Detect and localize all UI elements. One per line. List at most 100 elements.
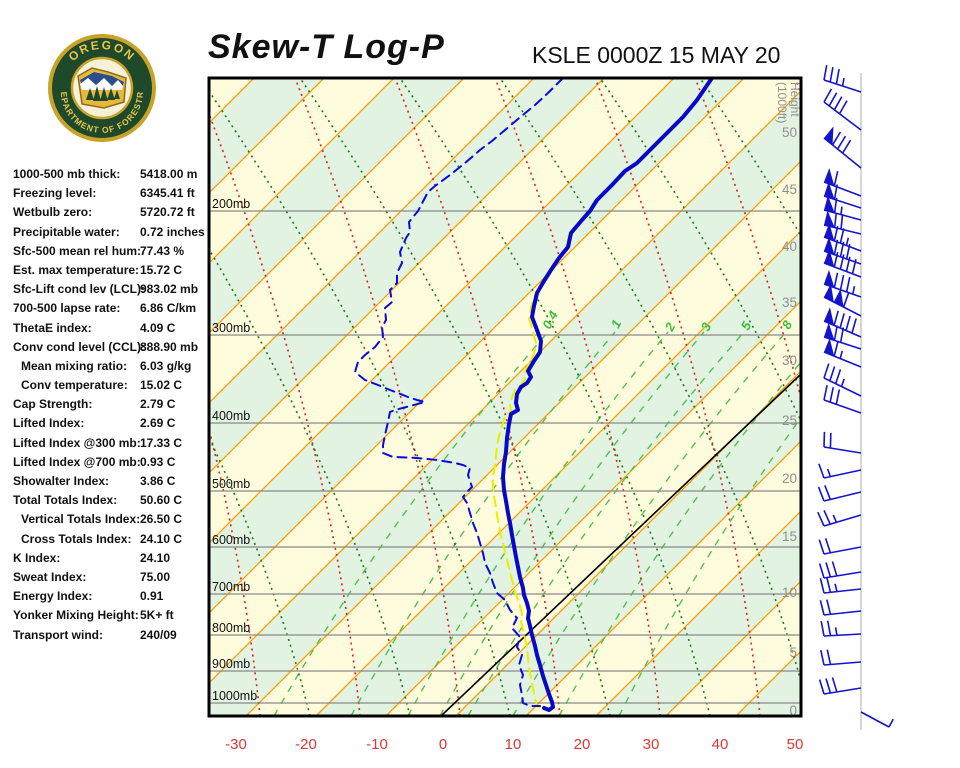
stat-label: K Index: xyxy=(13,550,61,565)
height-label: 10 xyxy=(782,585,797,600)
chart-frame xyxy=(207,76,803,718)
wind-barb xyxy=(823,64,862,93)
stat-label: Total Totals Index: xyxy=(13,493,118,508)
isotherm-lines xyxy=(209,78,801,716)
wind-barb-column xyxy=(817,64,894,730)
stat-label: Sfc-500 mean rel hum: xyxy=(13,243,142,258)
wind-barb xyxy=(818,677,862,695)
wind-barb xyxy=(817,510,862,527)
stat-row: ThetaE index: 4.09 C xyxy=(13,319,209,338)
wind-barb xyxy=(819,577,862,594)
stat-label: Lifted Index @300 mb: xyxy=(13,435,141,450)
stat-value: 26.50 C xyxy=(140,512,183,527)
stat-value: 2.79 C xyxy=(140,397,176,412)
stat-value: 50.60 C xyxy=(140,493,183,508)
stat-row: Showalter Index: 3.86 C xyxy=(13,472,209,491)
wind-barb xyxy=(860,711,894,728)
wind-barb xyxy=(823,338,862,368)
stat-value: 77.43 % xyxy=(140,243,185,258)
stat-value: 15.72 C xyxy=(140,262,183,277)
stat-label: Mean mixing ratio: xyxy=(21,358,128,373)
wind-barb xyxy=(823,431,862,454)
x-axis-labels: -30 -20 -10 0 10 20 30 40 50 xyxy=(225,736,803,753)
pressure-label: 1000mb xyxy=(212,689,257,703)
pressure-label: 800mb xyxy=(212,621,250,635)
temperature-trace xyxy=(501,78,714,712)
stat-value: 3.86 C xyxy=(140,474,176,488)
stat-value: 0.93 C xyxy=(140,454,176,469)
stat-row: Freezing level: 6345.41 ft xyxy=(13,184,209,203)
stat-row: Lifted Index: 2.69 C xyxy=(13,414,209,433)
stat-row: Mean mixing ratio: 6.03 g/kg xyxy=(13,357,209,376)
stat-row: Energy Index: 0.91 xyxy=(13,587,209,606)
stat-value: 888.90 mb xyxy=(140,339,199,354)
height-label: 20 xyxy=(782,471,797,486)
page-title: Skew-T Log-P xyxy=(208,28,445,66)
wind-barb xyxy=(823,126,862,169)
stat-label: Lifted Index @700 mb: xyxy=(13,454,141,469)
stat-row: Cross Totals Index: 24.10 C xyxy=(13,530,209,549)
height-label: 25 xyxy=(782,413,797,428)
x-tick-label: 20 xyxy=(574,736,591,753)
stat-row: Sfc-500 mean rel hum: 77.43 % xyxy=(13,242,209,261)
stat-value: 5K+ ft xyxy=(140,608,174,623)
stat-row: Cap Strength: 2.79 C xyxy=(13,395,209,414)
stat-row: Yonker Mixing Height: 5K+ ft xyxy=(13,606,209,625)
sounding-stats-panel: 1000-500 mb thick: 5418.00 m Freezing leve… xyxy=(13,165,209,645)
stat-label: Yonker Mixing Height: xyxy=(13,608,139,623)
stat-label: Conv temperature: xyxy=(21,378,128,393)
dry-adiabats xyxy=(209,78,801,716)
wind-barb xyxy=(819,599,862,616)
stat-label: Energy Index: xyxy=(13,589,93,604)
stat-label: Cross Totals Index: xyxy=(21,531,132,546)
stat-row: Precipitable water: 0.72 inches xyxy=(13,223,209,242)
pressure-label: 900mb xyxy=(212,657,250,671)
stat-row: Vertical Totals Index: 26.50 C xyxy=(13,510,209,529)
height-label: 45 xyxy=(782,182,797,197)
wind-barb xyxy=(820,620,862,637)
stat-value: 983.02 mb xyxy=(140,282,199,297)
x-tick-label: 30 xyxy=(643,736,660,753)
stat-label: Est. max temperature: xyxy=(13,262,140,277)
stat-row: 700-500 lapse rate: 6.86 C/km xyxy=(13,299,209,318)
stat-row: Total Totals Index: 50.60 C xyxy=(13,491,209,510)
stat-value: 75.00 xyxy=(140,569,171,584)
wind-barb xyxy=(823,181,862,209)
stat-label: Sfc-Lift cond lev (LCL): xyxy=(13,282,145,297)
wind-barb xyxy=(818,561,862,579)
wind-barb xyxy=(823,88,862,131)
wind-barb xyxy=(818,538,862,555)
x-tick-label: -20 xyxy=(295,736,317,753)
stat-row: Transport wind: 240/09 xyxy=(13,626,209,645)
height-label: 0 xyxy=(789,703,797,718)
stat-value: 6.86 C/km xyxy=(140,301,197,316)
skew-bands xyxy=(209,78,801,716)
pressure-label: 500mb xyxy=(212,477,250,491)
mixing-ratio-lines xyxy=(273,331,801,716)
height-label: 15 xyxy=(782,529,797,544)
stat-row: 1000-500 mb thick: 5418.00 m xyxy=(13,165,209,184)
stat-label: Vertical Totals Index: xyxy=(21,512,141,527)
stat-label: Conv cond level (CCL): xyxy=(13,339,146,354)
stat-row: Sfc-Lift cond lev (LCL): 983.02 mb xyxy=(13,280,209,299)
stat-value: 0.91 xyxy=(140,589,164,604)
stat-row: Conv cond level (CCL): 888.90 mb xyxy=(13,338,209,357)
stat-label: Lifted Index: xyxy=(13,416,85,431)
wind-barb xyxy=(818,463,862,479)
wind-barb xyxy=(823,248,862,278)
logo-state-scene xyxy=(77,67,127,109)
stat-value: 2.69 C xyxy=(140,416,176,431)
height-label: 35 xyxy=(782,295,797,310)
stat-row: Conv temperature: 15.02 C xyxy=(13,376,209,395)
stat-label: Showalter Index: xyxy=(13,474,110,488)
pressure-label: 200mb xyxy=(212,197,250,211)
odf-logo: OREGON DEPARTMENT OF FORESTRY xyxy=(48,34,156,142)
x-tick-label: -10 xyxy=(366,736,388,753)
stat-value: 15.02 C xyxy=(140,378,183,393)
wind-barb xyxy=(823,322,862,350)
x-tick-label: 10 xyxy=(505,736,522,753)
stat-label: 1000-500 mb thick: xyxy=(13,167,121,181)
stat-value: 0.72 inches xyxy=(140,224,205,239)
